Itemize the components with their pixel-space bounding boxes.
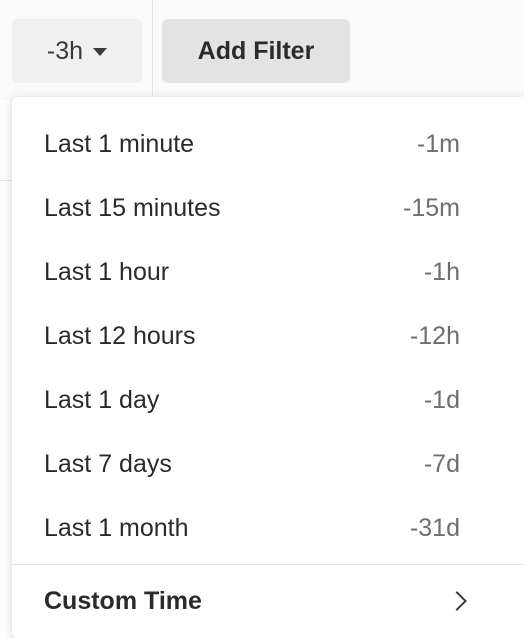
dropdown-divider [12,564,524,565]
option-label: Last 1 minute [44,129,195,158]
caret-down-icon [93,48,108,56]
option-label: Last 7 days [44,449,172,478]
time-range-button[interactable]: -3h [12,19,142,83]
option-code: -7d [423,449,460,478]
option-code: -1d [423,385,460,414]
option-label: Last 1 hour [44,257,170,286]
toolbar-divider [152,0,153,100]
toolbar: -3h Add Filter [0,0,524,100]
option-label: Last 1 day [44,385,160,414]
option-code: -1m [416,129,460,158]
option-code: -12h [409,321,460,350]
custom-time-option[interactable]: Custom Time [12,570,524,632]
time-range-label: -3h [46,36,84,65]
option-last-7-days[interactable]: Last 7 days -7d [12,432,524,496]
option-last-15-minutes[interactable]: Last 15 minutes -15m [12,176,524,240]
background-divider [0,180,12,181]
option-label: Last 1 month [44,513,189,542]
chevron-right-icon [447,591,467,611]
option-label: Last 12 hours [44,321,196,350]
time-range-dropdown: Last 1 minute -1m Last 15 minutes -15m L… [12,97,524,638]
option-code: -31d [409,513,460,542]
add-filter-button[interactable]: Add Filter [162,19,350,83]
option-last-1-month[interactable]: Last 1 month -31d [12,496,524,560]
option-last-1-minute[interactable]: Last 1 minute -1m [12,112,524,176]
option-label: Last 15 minutes [44,193,221,222]
option-last-12-hours[interactable]: Last 12 hours -12h [12,304,524,368]
option-last-1-hour[interactable]: Last 1 hour -1h [12,240,524,304]
option-code: -1h [423,257,460,286]
option-last-1-day[interactable]: Last 1 day -1d [12,368,524,432]
custom-time-label: Custom Time [44,586,202,615]
option-code: -15m [403,193,460,222]
